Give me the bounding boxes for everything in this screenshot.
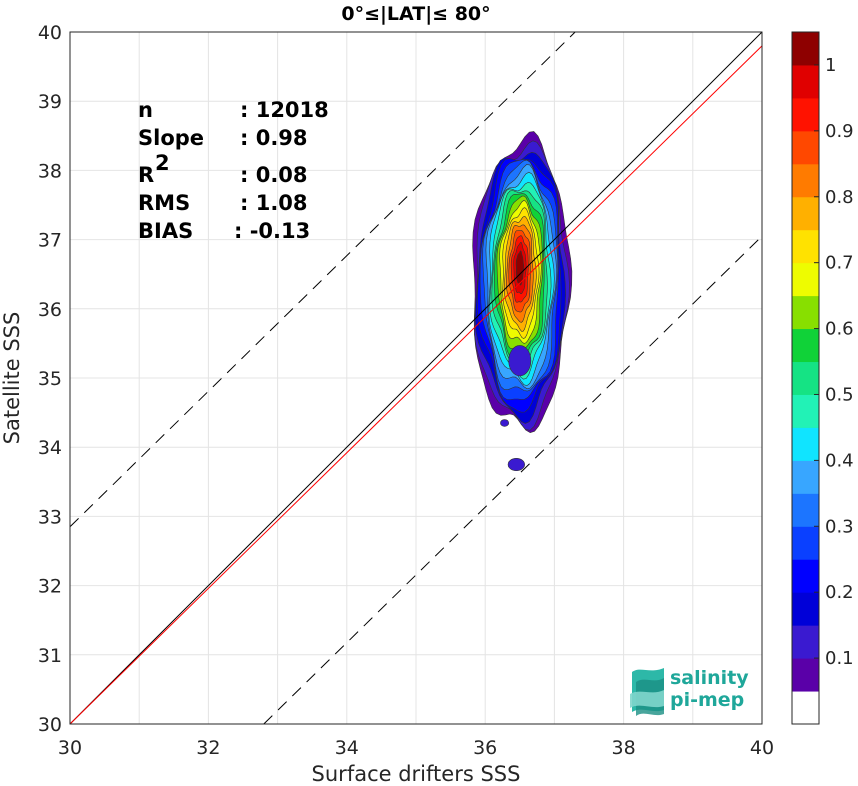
contour-level: [508, 345, 532, 377]
colorbar-tick-label: 0.8: [825, 187, 854, 208]
stat-superscript: 2: [155, 151, 170, 175]
colorbar-segment: [792, 229, 819, 264]
y-axis-label: Satellite SSS: [0, 312, 24, 445]
stat-value: : 1.08: [240, 191, 308, 215]
colorbar-segment: [792, 394, 819, 428]
contour-level: [507, 457, 525, 472]
y-tick-label: 37: [38, 230, 62, 252]
stat-value: : 0.08: [240, 163, 308, 187]
y-tick-label: 30: [38, 714, 62, 736]
x-tick-label: 40: [750, 737, 774, 759]
colorbar-segment: [792, 559, 819, 593]
stat-label: RMS: [138, 191, 190, 215]
y-tick-label: 35: [38, 368, 62, 390]
stat-label: n: [138, 98, 153, 122]
colorbar-segment: [792, 658, 819, 692]
x-tick-label: 38: [612, 737, 636, 759]
colorbar-segment: [792, 460, 819, 494]
lower-dashed-line: [263, 235, 763, 725]
colorbar-tick-label: 0.1: [825, 648, 854, 669]
logo-text-pimep: pi-mep: [670, 689, 744, 711]
colorbar-tick-label: 0.3: [825, 516, 854, 537]
y-tick-label: 31: [38, 645, 62, 667]
chart-title: 0°≤|LAT|≤ 80°: [341, 3, 490, 25]
stat-value: : 12018: [240, 98, 329, 122]
colorbar-tick-label: 1: [825, 55, 836, 76]
colorbar-segment: [792, 361, 819, 395]
y-tick-label: 38: [38, 160, 62, 182]
upper-dashed-line: [69, 31, 576, 528]
colorbar-segment: [792, 493, 819, 527]
stat-label: Slope: [138, 126, 204, 150]
colorbar-segment: [792, 328, 819, 363]
colorbar-tick-label: 0.9: [825, 121, 854, 142]
one-to-one-line: [69, 31, 763, 725]
regression-line: [69, 45, 763, 725]
logo-wave-icon-3: [630, 690, 664, 708]
y-tick-label: 34: [38, 437, 62, 459]
y-tick-label: 39: [38, 91, 62, 113]
colorbar-tick-label: 0.4: [825, 450, 854, 471]
colorbar-segment: [792, 32, 819, 66]
colorbar-segment: [792, 592, 819, 626]
x-tick-label: 32: [196, 737, 220, 759]
y-tick-labels: 30 31 32 33 34 35 36 37 38 39 40: [38, 22, 62, 736]
contour-level: [500, 419, 510, 427]
y-tick-label: 40: [38, 22, 62, 44]
colorbar-segment: [792, 625, 819, 659]
colorbar: 0.1 0.2 0.3 0.4 0.5 0.6 0.7 0.8 0.9 1: [791, 31, 854, 725]
x-tick-labels: 30 32 34 36 38 40: [58, 737, 774, 759]
colorbar-frame: [791, 31, 820, 725]
stat-value: : 0.98: [240, 126, 308, 150]
y-tick-label: 33: [38, 506, 62, 528]
y-tick-label: 36: [38, 299, 62, 321]
plot-frame: [69, 31, 763, 725]
colorbar-segment: [792, 295, 819, 330]
colorbar-segment: [792, 163, 819, 198]
colorbar-segment: [792, 97, 819, 132]
stat-label: BIAS: [138, 219, 193, 243]
colorbar-tick-label: 0.5: [825, 384, 854, 405]
colorbar-tick-label: 0.2: [825, 582, 854, 603]
colorbar-segment: [792, 64, 819, 99]
x-tick-label: 34: [335, 737, 359, 759]
density-contours: [472, 131, 573, 472]
stats-box: n : 12018 Slope : 0.98 R 2 : 0.08 RMS : 1.08 BIAS…: [138, 98, 329, 243]
stat-label: R: [138, 163, 154, 187]
x-tick-label: 36: [473, 737, 497, 759]
colorbar-segment: [792, 691, 819, 725]
colorbar-segment: [792, 526, 819, 560]
y-tick-label: 32: [38, 576, 62, 598]
logo-text-salinity: salinity: [670, 667, 749, 689]
x-axis-label: Surface drifters SSS: [312, 762, 521, 786]
colorbar-tick-label: 0.7: [825, 253, 854, 274]
salinity-pimep-logo: salinity pi-mep: [630, 667, 749, 716]
stat-value: : -0.13: [234, 219, 310, 243]
reference-lines: [69, 31, 763, 725]
colorbar-segment: [792, 130, 819, 165]
colorbar-segment: [792, 262, 819, 297]
colorbar-tick-label: 0.6: [825, 319, 854, 340]
colorbar-segment: [792, 196, 819, 231]
x-tick-label: 30: [58, 737, 82, 759]
colorbar-segment: [792, 427, 819, 461]
